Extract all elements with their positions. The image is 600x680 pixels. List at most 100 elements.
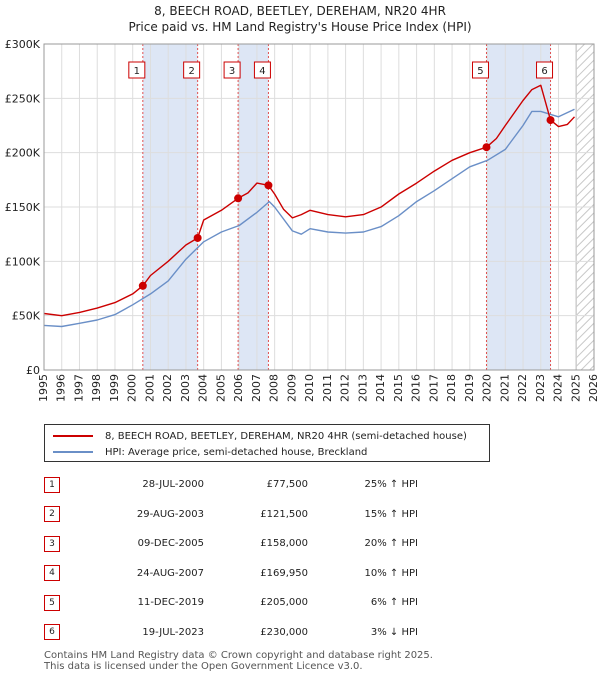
transaction-price: £205,000 bbox=[260, 597, 308, 609]
transaction-hpi-diff: 15% ↑ HPI bbox=[364, 508, 418, 520]
transaction-date: 29-AUG-2003 bbox=[136, 508, 204, 520]
sale-point bbox=[193, 233, 202, 242]
transaction-number-badge: 5 bbox=[44, 594, 60, 611]
transaction-hpi-diff: 3% ↓ HPI bbox=[370, 626, 418, 638]
sale-point bbox=[264, 181, 273, 190]
transaction-row: 1 28-JUL-2000 £77,500 25% ↑ HPI bbox=[44, 470, 418, 500]
transaction-date: 09-DEC-2005 bbox=[137, 538, 204, 550]
sale-number-label: 1 bbox=[134, 66, 140, 77]
x-tick-label: 2004 bbox=[197, 374, 210, 402]
sale-number-box bbox=[536, 61, 554, 79]
y-tick-label: £250K bbox=[5, 92, 41, 105]
transaction-number-badge: 3 bbox=[44, 535, 60, 552]
transaction-price: £158,000 bbox=[260, 538, 308, 550]
price-chart: £0 £50K £100K £150K £200K £250K £300K 1995 1996 1… bbox=[5, 38, 600, 402]
x-tick-label: 2015 bbox=[392, 374, 405, 402]
y-tick-label: £50K bbox=[12, 310, 41, 323]
legend-label-property: 8, BEECH ROAD, BEETLEY, DEREHAM, NR20 4H… bbox=[105, 430, 467, 442]
transaction-hpi-diff: 25% ↑ HPI bbox=[364, 479, 418, 491]
hpi-line bbox=[44, 108, 575, 328]
sale-number-box bbox=[128, 61, 146, 79]
x-tick-label: 2005 bbox=[214, 374, 227, 402]
x-tick-label: 2009 bbox=[285, 374, 298, 402]
transaction-date: 11-DEC-2019 bbox=[137, 597, 204, 609]
sale-point bbox=[138, 281, 147, 290]
transaction-row: 2 29-AUG-2003 £121,500 15% ↑ HPI bbox=[44, 500, 418, 530]
legend-item-hpi: HPI: Average price, semi-detached house,… bbox=[53, 445, 367, 459]
transaction-number: 2 bbox=[44, 500, 88, 530]
x-tick-label: 2014 bbox=[374, 374, 387, 402]
x-tick-label: 2018 bbox=[445, 374, 458, 402]
sale-number-box bbox=[183, 61, 201, 79]
chart-legend: 8, BEECH ROAD, BEETLEY, DEREHAM, NR20 4H… bbox=[44, 424, 490, 462]
transaction-date: 24-AUG-2007 bbox=[136, 567, 204, 579]
x-tick-label: 2023 bbox=[534, 374, 547, 402]
y-tick-label: £300K bbox=[5, 38, 41, 51]
transaction-hpi-diff: 6% ↑ HPI bbox=[370, 597, 418, 609]
property-price-line bbox=[44, 84, 576, 317]
transaction-number: 3 bbox=[44, 529, 88, 559]
x-tick-label: 2000 bbox=[126, 374, 139, 402]
x-tick-label: 2026 bbox=[587, 374, 600, 402]
sale-number-box bbox=[253, 61, 271, 79]
x-tick-label: 2024 bbox=[552, 374, 565, 402]
transaction-number: 1 bbox=[44, 470, 88, 500]
x-tick-label: 2010 bbox=[303, 374, 316, 402]
sale-point bbox=[546, 116, 555, 125]
x-tick-label: 2006 bbox=[232, 374, 245, 402]
x-tick-label: 1995 bbox=[37, 374, 50, 402]
transaction-number-badge: 2 bbox=[44, 506, 60, 523]
footer-copyright: Contains HM Land Registry data © Crown c… bbox=[44, 650, 433, 661]
x-tick-label: 1999 bbox=[108, 374, 121, 402]
transaction-hpi-diff: 20% ↑ HPI bbox=[364, 538, 418, 550]
transaction-number: 6 bbox=[44, 618, 88, 648]
sale-point bbox=[234, 194, 243, 203]
transaction-row: 6 19-JUL-2023 £230,000 3% ↓ HPI bbox=[44, 618, 418, 648]
footer-licence: This data is licensed under the Open Gov… bbox=[44, 661, 363, 672]
x-tick-label: 2013 bbox=[356, 374, 369, 402]
x-tick-label: 2001 bbox=[143, 374, 156, 402]
x-tick-label: 1996 bbox=[55, 374, 68, 402]
legend-swatch-hpi bbox=[53, 451, 93, 453]
legend-item-property: 8, BEECH ROAD, BEETLEY, DEREHAM, NR20 4H… bbox=[53, 429, 467, 443]
sale-number-label: 3 bbox=[229, 66, 235, 77]
x-tick-label: 2003 bbox=[179, 374, 192, 402]
transaction-date: 28-JUL-2000 bbox=[142, 479, 204, 491]
transaction-number: 4 bbox=[44, 559, 88, 589]
transaction-row: 5 11-DEC-2019 £205,000 6% ↑ HPI bbox=[44, 588, 418, 618]
legend-label-hpi: HPI: Average price, semi-detached house,… bbox=[105, 446, 368, 458]
x-tick-label: 2019 bbox=[463, 374, 476, 402]
x-tick-label: 2022 bbox=[516, 374, 529, 402]
x-tick-label: 2016 bbox=[410, 374, 423, 402]
x-tick-label: 2012 bbox=[339, 374, 352, 402]
x-tick-label: 2021 bbox=[498, 374, 511, 402]
y-tick-label: £150K bbox=[5, 201, 41, 214]
transaction-row: 4 24-AUG-2007 £169,950 10% ↑ HPI bbox=[44, 559, 418, 589]
x-tick-label: 2002 bbox=[161, 374, 174, 402]
x-tick-label: 2025 bbox=[569, 374, 582, 402]
sale-number-box bbox=[223, 61, 241, 79]
sale-number-label: 6 bbox=[541, 66, 547, 77]
transaction-number-badge: 4 bbox=[44, 565, 60, 582]
transaction-number-badge: 1 bbox=[44, 476, 60, 493]
transaction-price: £77,500 bbox=[266, 479, 308, 491]
x-tick-label: 2017 bbox=[427, 374, 440, 402]
sale-number-label: 2 bbox=[188, 66, 194, 77]
sale-number-label: 4 bbox=[259, 66, 265, 77]
sale-number-label: 5 bbox=[477, 66, 483, 77]
x-tick-label: 2007 bbox=[250, 374, 263, 402]
sale-number-box bbox=[471, 61, 489, 79]
chart-subtitle: Price paid vs. HM Land Registry's House … bbox=[128, 20, 472, 34]
sale-point bbox=[482, 143, 491, 152]
legend-swatch-property bbox=[53, 435, 93, 437]
transactions-table: 1 28-JUL-2000 £77,500 25% ↑ HPI 2 29-AUG-2003… bbox=[44, 470, 418, 647]
plot-frame bbox=[43, 43, 595, 371]
x-tick-label: 2011 bbox=[321, 374, 334, 402]
x-tick-label: 2020 bbox=[481, 374, 494, 402]
transaction-hpi-diff: 10% ↑ HPI bbox=[364, 567, 418, 579]
transaction-price: £169,950 bbox=[260, 567, 308, 579]
chart-title: 8, BEECH ROAD, BEETLEY, DEREHAM, NR20 4H… bbox=[154, 4, 446, 18]
transaction-row: 3 09-DEC-2005 £158,000 20% ↑ HPI bbox=[44, 529, 418, 559]
x-tick-label: 1998 bbox=[90, 374, 103, 402]
x-tick-label: 1997 bbox=[72, 374, 85, 402]
